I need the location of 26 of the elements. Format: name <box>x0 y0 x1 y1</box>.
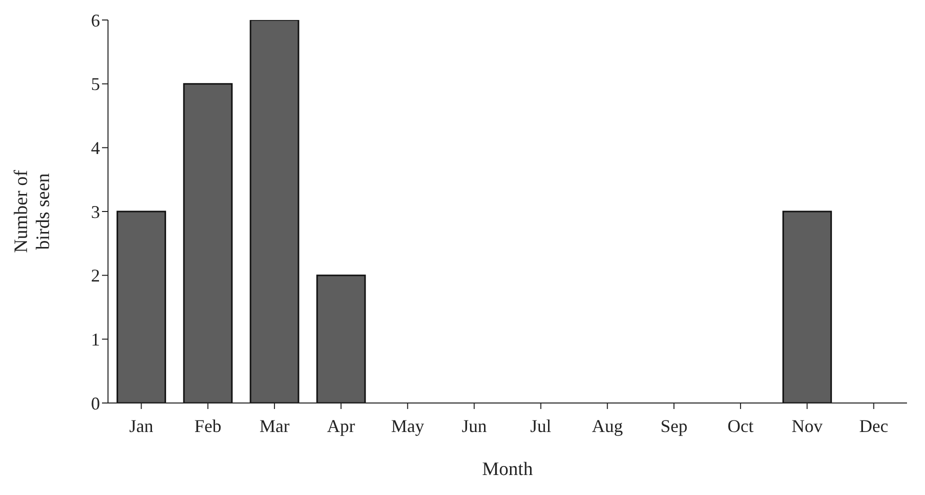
y-tick-label: 0 <box>91 393 100 414</box>
y-axis-title: Number of birds seen <box>11 169 54 253</box>
y-tick-label: 4 <box>91 138 100 158</box>
x-tick-label: Jan <box>129 416 154 436</box>
x-tick-label: Feb <box>194 416 222 436</box>
bar <box>782 210 832 403</box>
y-tick-label: 5 <box>91 74 100 94</box>
x-tick-label: Nov <box>792 416 823 436</box>
x-tick-label: Apr <box>327 416 356 436</box>
x-tick-label: Mar <box>259 416 290 436</box>
bar <box>183 83 233 403</box>
x-tick-label: Dec <box>859 416 888 436</box>
x-tick-label: May <box>391 416 424 436</box>
y-tick-label: 2 <box>91 266 100 286</box>
bar <box>250 20 300 403</box>
x-tick-label: Sep <box>660 416 688 436</box>
y-tick-label: 3 <box>91 202 100 222</box>
x-tick-label: Oct <box>728 416 754 436</box>
x-axis-title: Month <box>482 459 534 480</box>
x-tick-label: Jun <box>462 416 487 436</box>
y-tick-label: 1 <box>91 330 100 350</box>
x-tick-label: Aug <box>592 416 623 436</box>
bar <box>116 210 166 403</box>
bar <box>316 274 366 403</box>
y-tick-label: 6 <box>91 10 100 30</box>
x-tick-label: Jul <box>530 416 552 436</box>
